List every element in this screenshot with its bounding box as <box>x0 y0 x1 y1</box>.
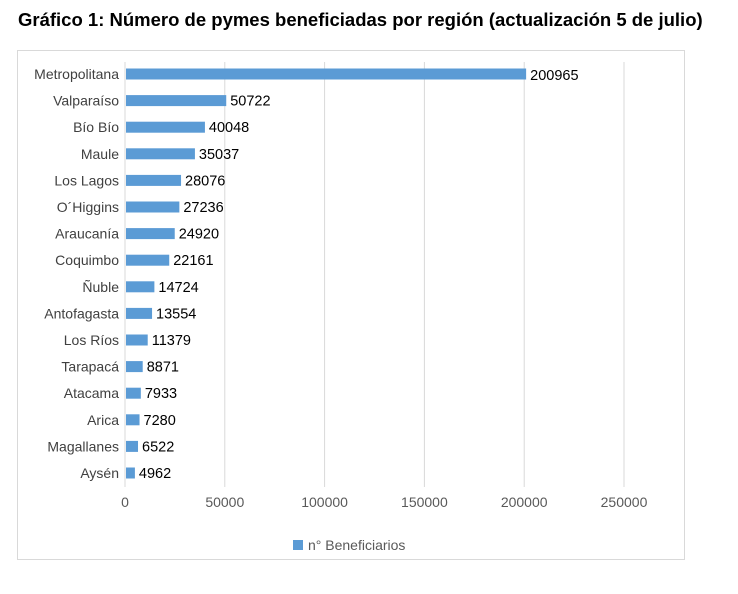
bar <box>126 68 527 80</box>
x-tick-label: 250000 <box>601 494 648 510</box>
category-label: Arica <box>87 412 119 428</box>
category-label: Bío Bío <box>73 119 119 135</box>
data-labels: 200965 50722 40048 35037 28076 27236 24920 2216… <box>139 68 579 482</box>
bar <box>126 254 170 266</box>
bar <box>126 281 155 293</box>
category-label: Tarapacá <box>61 359 119 375</box>
data-label: 40048 <box>209 120 249 136</box>
bar <box>126 361 143 373</box>
bar <box>126 414 140 426</box>
category-label: Araucanía <box>55 226 119 242</box>
bar <box>126 201 180 213</box>
data-label: 28076 <box>185 173 225 189</box>
bar <box>126 148 195 160</box>
category-label: Valparaíso <box>53 93 119 109</box>
bar <box>126 387 141 399</box>
category-label: Metropolitana <box>34 66 119 82</box>
x-tick-label: 100000 <box>301 494 348 510</box>
data-label: 4962 <box>139 466 171 482</box>
data-label: 35037 <box>199 147 239 163</box>
data-label: 8871 <box>147 360 179 376</box>
data-label: 27236 <box>183 200 223 216</box>
legend-label: n° Beneficiarios <box>308 537 406 553</box>
data-label: 200965 <box>530 68 578 84</box>
bar <box>126 95 227 107</box>
data-label: 50722 <box>230 94 270 110</box>
bars <box>126 68 527 479</box>
category-labels: Metropolitana Valparaíso Bío Bío Maule Los L… <box>34 66 119 481</box>
data-label: 22161 <box>173 253 213 269</box>
category-label: Ñuble <box>82 279 119 295</box>
bar <box>126 228 175 240</box>
x-tick-labels: 0 50000 100000 150000 200000 250000 <box>121 494 647 510</box>
bar <box>126 334 148 346</box>
data-label: 11379 <box>152 333 191 349</box>
data-label: 7280 <box>144 413 176 429</box>
x-tick-label: 200000 <box>501 494 548 510</box>
data-label: 7933 <box>145 386 177 402</box>
category-label: O´Higgins <box>57 199 119 215</box>
bar <box>126 174 182 186</box>
data-label: 24920 <box>179 227 219 243</box>
bar <box>126 467 135 479</box>
category-label: Los Lagos <box>54 172 119 188</box>
category-label: Aysén <box>80 465 119 481</box>
gridlines <box>124 62 625 487</box>
bar <box>126 307 153 319</box>
chart-title: Gráfico 1: Número de pymes beneficiadas … <box>18 9 703 30</box>
category-label: Maule <box>81 146 119 162</box>
legend: n° Beneficiarios <box>293 537 405 553</box>
category-label: Coquimbo <box>55 252 119 268</box>
category-label: Atacama <box>64 385 119 401</box>
x-tick-label: 150000 <box>401 494 448 510</box>
legend-swatch <box>293 540 303 550</box>
category-label: Magallanes <box>47 438 119 454</box>
category-label: Los Ríos <box>64 332 119 348</box>
bar <box>126 121 205 133</box>
bar <box>126 440 139 452</box>
data-label: 6522 <box>142 439 174 455</box>
data-label: 13554 <box>156 306 196 322</box>
x-tick-label: 50000 <box>205 494 244 510</box>
x-tick-label: 0 <box>121 494 129 510</box>
data-label: 14724 <box>158 280 198 296</box>
category-label: Antofagasta <box>44 305 119 321</box>
